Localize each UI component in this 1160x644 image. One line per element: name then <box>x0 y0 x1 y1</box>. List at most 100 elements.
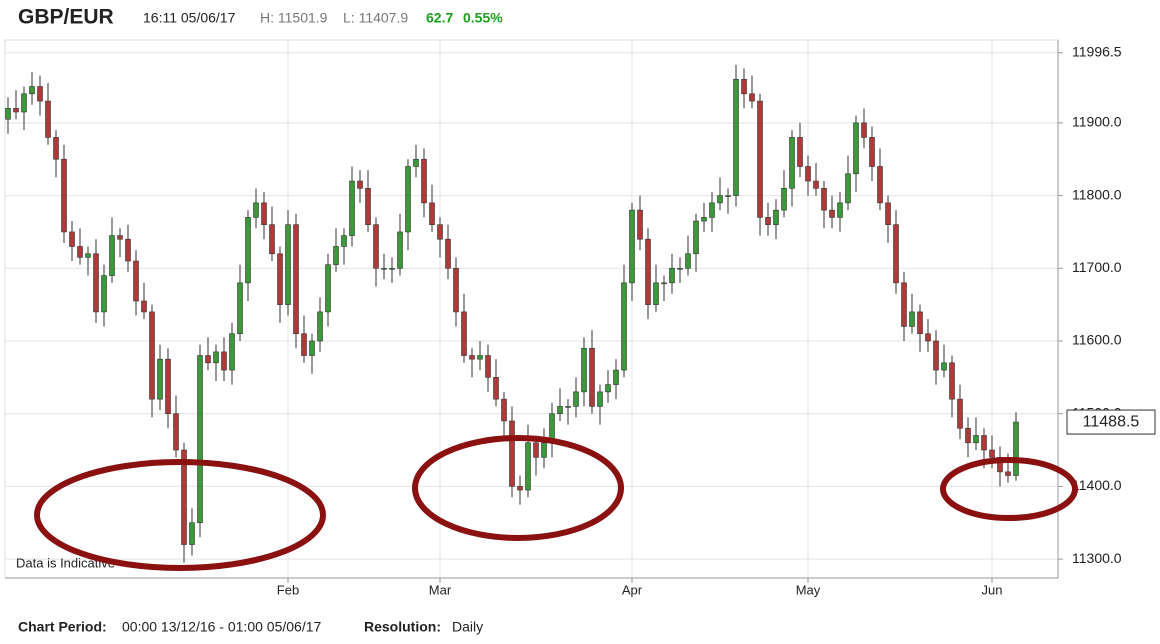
annotation-ellipse <box>940 457 1078 521</box>
candle-body <box>341 235 347 247</box>
candle-body <box>869 137 875 167</box>
candle-body <box>509 420 515 487</box>
candle-body <box>733 78 739 196</box>
candle-body <box>173 413 179 451</box>
candle-body <box>613 369 619 385</box>
plot: FebMarAprMayJun11300.011400.011500.01160… <box>4 39 1156 597</box>
candle-body <box>533 442 539 458</box>
candle-body <box>245 217 251 284</box>
annotation-ellipse <box>412 435 624 541</box>
candle-body <box>629 209 635 284</box>
candle-body <box>77 246 83 258</box>
candle-body <box>805 166 811 182</box>
candle-body <box>453 267 459 313</box>
candle-body <box>925 333 931 342</box>
candle-body <box>389 267 395 270</box>
candle-body <box>933 340 939 371</box>
candle-body <box>605 384 611 393</box>
candle-body <box>413 158 419 167</box>
candle-body <box>133 260 139 302</box>
candle-body <box>701 217 707 222</box>
candle-body <box>989 449 995 458</box>
candle-body <box>1013 421 1019 476</box>
candle-body <box>541 442 547 458</box>
candle-body <box>357 180 363 189</box>
candle-body <box>205 355 211 364</box>
candle-body <box>317 311 323 342</box>
candle-body <box>261 202 267 225</box>
candle-body <box>125 238 131 262</box>
y-tick-label: 11996.5 <box>1072 43 1122 59</box>
candle-body <box>309 340 315 356</box>
candle-body <box>221 351 227 371</box>
candle-body <box>829 209 835 218</box>
candle-body <box>109 235 115 276</box>
y-tick-label: 11300.0 <box>1072 550 1122 566</box>
candle-body <box>93 253 99 313</box>
candle-body <box>493 377 499 400</box>
candle-body <box>13 108 19 113</box>
candle-body <box>165 358 171 414</box>
candle-body <box>461 311 467 356</box>
candle-body <box>213 351 219 364</box>
candle-body <box>229 333 235 371</box>
candle-body <box>661 282 667 285</box>
candle-body <box>709 202 715 218</box>
candle-body <box>21 93 27 113</box>
annotation-ellipse <box>34 459 326 571</box>
last-price-box <box>1066 409 1156 435</box>
y-tick-label: 11600.0 <box>1072 332 1122 348</box>
period: 00:00 13/12/16 - 01:00 05/06/17 <box>122 619 321 635</box>
candle-body <box>517 486 523 491</box>
symbol: GBP/EUR <box>18 6 114 29</box>
candle-body <box>477 355 483 360</box>
candle-body <box>645 238 651 305</box>
candle-body <box>685 253 691 269</box>
candle-body <box>85 253 91 258</box>
candle-body <box>581 347 587 393</box>
candle-body <box>501 398 507 422</box>
candle-body <box>917 311 923 335</box>
x-tick-label: Feb <box>277 582 299 597</box>
candle-body <box>197 355 203 524</box>
candle-body <box>725 195 731 197</box>
candle-body <box>749 93 755 102</box>
candle-body <box>957 398 963 429</box>
time: 16:11 05/06/17 <box>143 10 236 26</box>
candle-body <box>941 362 947 371</box>
candle-body <box>1005 471 1011 476</box>
candle-body <box>237 282 243 335</box>
x-tick-label: May <box>796 582 821 597</box>
candle-body <box>157 358 163 400</box>
candle-body <box>269 224 275 255</box>
candle-body <box>405 166 411 233</box>
candle-body <box>429 202 435 225</box>
candle-body <box>45 100 51 138</box>
candle-body <box>285 224 291 305</box>
resolution: Daily <box>452 619 483 635</box>
candle-body <box>301 333 307 356</box>
candle-body <box>853 122 859 175</box>
candle-body <box>277 253 283 305</box>
candle-body <box>333 246 339 265</box>
candle-body <box>589 347 595 407</box>
candle-body <box>525 442 531 491</box>
candle-body <box>53 137 59 160</box>
candle-body <box>69 231 75 247</box>
candle-body <box>445 238 451 269</box>
candle-body <box>677 267 683 270</box>
candle-body <box>813 180 819 189</box>
candle-body <box>437 224 443 240</box>
candle-body <box>381 267 387 270</box>
x-tick-label: Mar <box>429 582 452 597</box>
candle-body <box>621 282 627 371</box>
y-tick-label: 11800.0 <box>1072 186 1122 202</box>
candle-body <box>29 86 35 95</box>
change: 62.7 <box>426 10 453 26</box>
candle-body <box>901 282 907 327</box>
candle-body <box>669 267 675 284</box>
candle-body <box>293 224 299 335</box>
period-label: Chart Period: <box>18 619 107 635</box>
